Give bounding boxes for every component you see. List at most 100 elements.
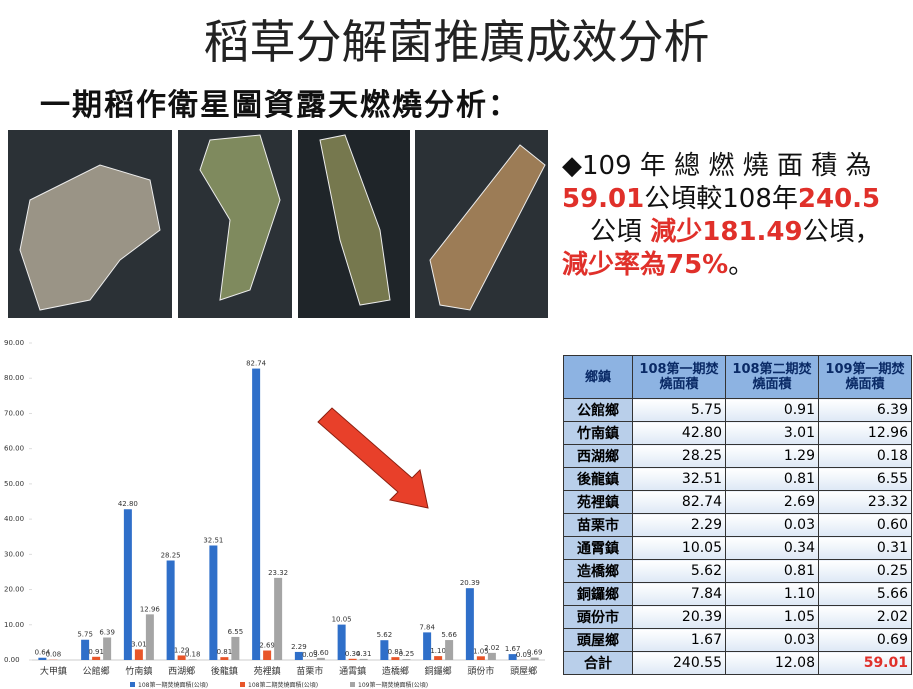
bar: [103, 637, 112, 660]
cell: 0.81: [725, 559, 819, 583]
x-tick-label: 頭份市: [467, 665, 494, 677]
bar: [348, 658, 357, 660]
cell: 5.66: [818, 582, 912, 606]
cell: 240.55: [632, 651, 726, 675]
y-tick-label: 20.00: [4, 586, 24, 594]
legend-label: 109第一期焚燒面積(公頃): [358, 681, 428, 689]
text: 59.01: [562, 184, 645, 214]
cell: 0.60: [818, 513, 912, 537]
cell: 12.96: [818, 421, 912, 445]
x-tick-label: 造橋鄉: [382, 665, 409, 677]
cell: 28.25: [632, 444, 726, 468]
text: 。: [728, 250, 755, 280]
bar: [476, 656, 485, 660]
y-tick-label: 80.00: [4, 374, 24, 382]
y-tick-label: 90.00: [4, 339, 24, 347]
x-tick-label: 竹南鎮: [125, 665, 152, 677]
bar: [220, 657, 229, 660]
cell: 2.29: [632, 513, 726, 537]
title: 稻草分解菌推廣成效分析: [203, 15, 710, 69]
row: 造橋鄉 5.62 0.81 0.25: [563, 559, 912, 583]
row: 苑裡鎮 82.74 2.69 23.32: [563, 490, 912, 514]
cell: 7.84: [632, 582, 726, 606]
bar: [487, 652, 496, 660]
value-label: 2.69: [259, 642, 275, 650]
x-tick-label: 苑裡鎮: [254, 665, 281, 677]
y-tick-label: 70.00: [4, 409, 24, 417]
value-label: 42.80: [118, 500, 138, 508]
legend-label: 108第二期焚燒面積(公頃): [248, 681, 318, 689]
bar: [508, 654, 517, 660]
y-tick-label: 30.00: [4, 550, 24, 558]
value-label: 82.74: [246, 360, 267, 368]
bar: [445, 640, 454, 660]
map-area: [319, 134, 391, 306]
bar: [402, 659, 411, 660]
x-tick-label: 銅鑼鄉: [425, 665, 452, 677]
bar: [166, 560, 175, 660]
bar: [263, 650, 272, 660]
cell: 10.05: [632, 536, 726, 560]
row: 竹南鎮 42.80 3.01 12.96: [563, 421, 912, 445]
value-label: 0.91: [88, 648, 104, 656]
text: ◆109 年 總 燃 燒 面 積 為: [562, 151, 872, 181]
bar: [177, 655, 186, 660]
cell: 5.75: [632, 398, 726, 422]
bar: [134, 649, 143, 660]
cell: 0.91: [725, 398, 819, 422]
cell: 0.81: [725, 467, 819, 491]
cell: 20.39: [632, 605, 726, 629]
y-tick-label: 40.00: [4, 515, 24, 523]
value-label: 0.03: [516, 651, 532, 659]
cell: 1.67: [632, 628, 726, 652]
cell: 1.10: [725, 582, 819, 606]
row: 銅鑼鄉 7.84 1.10 5.66: [563, 582, 912, 606]
cell: 0.34: [725, 536, 819, 560]
bar: [252, 368, 261, 660]
cell: 公館鄉: [563, 398, 633, 422]
bar: [38, 657, 47, 660]
value-label: 1.29: [174, 646, 190, 654]
value-label: 5.75: [77, 631, 93, 639]
bar: [391, 657, 400, 660]
cell: 5.62: [632, 559, 726, 583]
row: 苗栗市 2.29 0.03 0.60: [563, 513, 912, 537]
subtitle: 一期稻作衛星圖資露天燃燒分析：: [40, 88, 520, 123]
cell: 59.01: [818, 651, 912, 675]
value-label: 0.03: [302, 651, 318, 659]
text: 公頃較108年: [644, 184, 798, 214]
value-label: 12.96: [140, 605, 161, 613]
cell: 0.18: [818, 444, 912, 468]
text: 公頃: [590, 217, 643, 247]
value-label: 0.25: [399, 650, 415, 658]
cell: 0.03: [725, 513, 819, 537]
cell: 銅鑼鄉: [563, 582, 633, 606]
value-label: 23.32: [268, 569, 288, 577]
cell: 通霄鎮: [563, 536, 633, 560]
cell: 0.31: [818, 536, 912, 560]
cell: 32.51: [632, 467, 726, 491]
cell: 42.80: [632, 421, 726, 445]
value-label: 0.81: [217, 648, 233, 656]
legend-label: 108第一期焚燒面積(公頃): [138, 681, 208, 689]
y-tick-label: 60.00: [4, 445, 24, 453]
value-label: 1.10: [430, 647, 446, 655]
legend-swatch: [350, 682, 355, 687]
cell: 2.02: [818, 605, 912, 629]
cell: 合計: [563, 651, 633, 675]
bar: [316, 657, 325, 660]
value-label: 5.62: [377, 631, 393, 639]
map-area: [199, 134, 281, 301]
cell: 造橋鄉: [563, 559, 633, 583]
bar: [92, 656, 101, 660]
cell: 1.05: [725, 605, 819, 629]
text: 減少181.49: [650, 217, 803, 247]
x-tick-label: 苗栗市: [296, 665, 323, 677]
value-label: 6.55: [228, 628, 244, 636]
row: 頭屋鄉 1.67 0.03 0.69: [563, 628, 912, 652]
cell: 6.39: [818, 398, 912, 422]
y-tick-label: 50.00: [4, 480, 24, 488]
header-cell: 109第一期焚燒面積: [818, 355, 912, 399]
